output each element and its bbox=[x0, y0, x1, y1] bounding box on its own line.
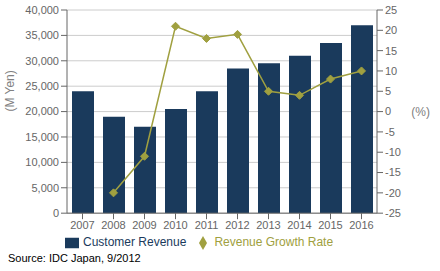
svg-text:2016: 2016 bbox=[349, 219, 373, 231]
svg-text:25,000: 25,000 bbox=[25, 80, 59, 92]
svg-text:2007: 2007 bbox=[70, 219, 94, 231]
svg-text:5: 5 bbox=[385, 85, 391, 97]
svg-text:40,000: 40,000 bbox=[25, 4, 59, 16]
svg-text:2009: 2009 bbox=[132, 219, 156, 231]
svg-text:30,000: 30,000 bbox=[25, 55, 59, 67]
svg-text:0: 0 bbox=[53, 207, 59, 219]
svg-text:2015: 2015 bbox=[318, 219, 342, 231]
html-text:Source: IDC Japan, 9/2012: Source: IDC Japan, 9/2012 bbox=[8, 252, 141, 264]
svg-text:-10: -10 bbox=[385, 146, 401, 158]
svg-text:2014: 2014 bbox=[287, 219, 311, 231]
svg-text:-25: -25 bbox=[385, 207, 401, 219]
svg-text:20: 20 bbox=[385, 24, 397, 36]
svg-text:-5: -5 bbox=[385, 126, 395, 138]
svg-text:15: 15 bbox=[385, 45, 397, 57]
html-text:Revenue Growth Rate: Revenue Growth Rate bbox=[214, 235, 334, 250]
svg-text:2010: 2010 bbox=[163, 219, 187, 231]
svg-text:10: 10 bbox=[385, 65, 397, 77]
svg-text:2012: 2012 bbox=[225, 219, 249, 231]
svg-text:0: 0 bbox=[385, 105, 391, 117]
html-text:Customer Revenue: Customer Revenue bbox=[83, 235, 187, 250]
svg-text:25: 25 bbox=[385, 4, 397, 16]
svg-text:10,000: 10,000 bbox=[25, 156, 59, 168]
svg-text:(%): (%) bbox=[411, 105, 430, 119]
svg-text:2011: 2011 bbox=[195, 219, 219, 231]
svg-text:2008: 2008 bbox=[101, 219, 125, 231]
svg-text:-15: -15 bbox=[385, 166, 401, 178]
svg-text:2013: 2013 bbox=[256, 219, 280, 231]
svg-text:5,000: 5,000 bbox=[31, 182, 59, 194]
svg-text:20,000: 20,000 bbox=[25, 105, 59, 117]
svg-text:(M Yen): (M Yen) bbox=[8, 70, 17, 111]
svg-text:35,000: 35,000 bbox=[25, 29, 59, 41]
svg-text:-20: -20 bbox=[385, 187, 401, 199]
svg-text:15,000: 15,000 bbox=[25, 131, 59, 143]
